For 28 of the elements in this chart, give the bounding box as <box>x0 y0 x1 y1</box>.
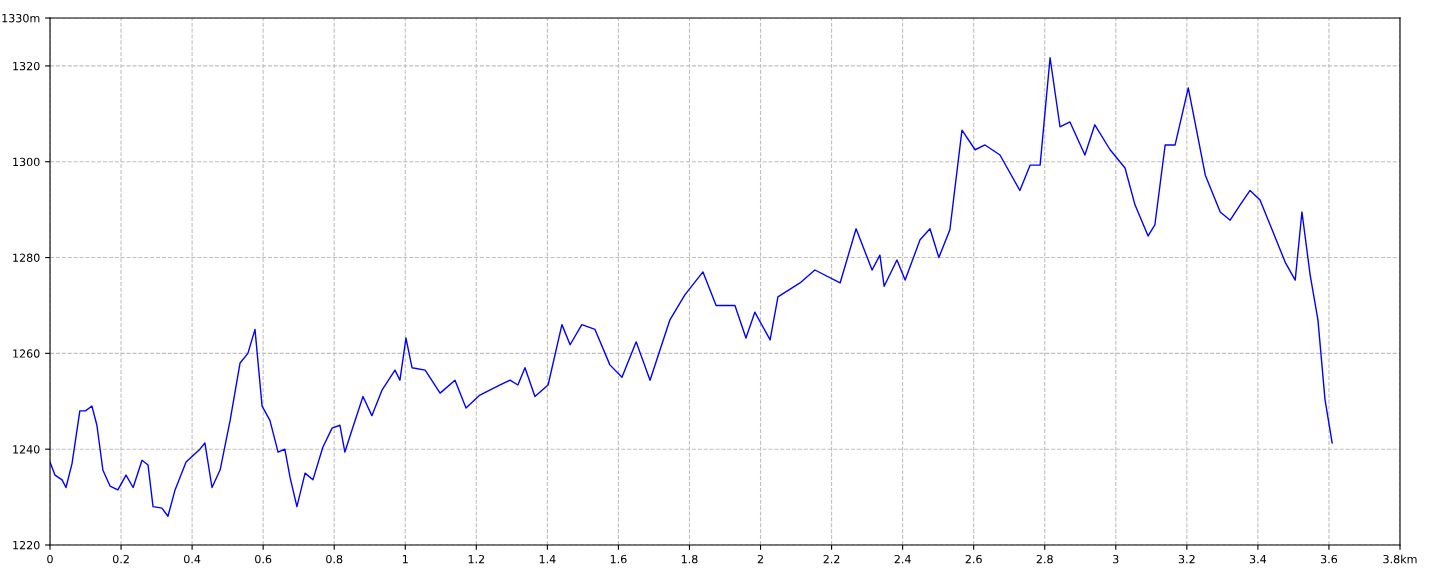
y-tick-label: 1320 <box>13 61 40 71</box>
line-series <box>50 57 1333 517</box>
x-tick-label: 3 <box>1113 554 1119 564</box>
x-tick-label: 1 <box>402 555 408 564</box>
x-tick-label: 0.6 <box>255 554 272 564</box>
x-tick-label: 1.6 <box>610 554 627 564</box>
x-tick-label: 0.2 <box>112 554 129 564</box>
x-tick-label: 2.8 <box>1036 554 1053 564</box>
x-tick-label: 2 <box>757 554 763 564</box>
x-tick-label: 1.4 <box>539 555 556 564</box>
x-tick-label: 1.2 <box>468 554 485 564</box>
y-tick-label: 1280 <box>13 253 40 262</box>
y-tick-label: 1240 <box>13 445 40 454</box>
y-tick-label: 1330m <box>2 13 40 23</box>
y-tick-label: 1300 <box>13 157 40 167</box>
x-tick-label: 1.8 <box>681 554 698 564</box>
x-tick-label: 2.2 <box>823 554 840 564</box>
x-tick-label: 3.2 <box>1178 554 1195 564</box>
x-tick-label: 3.4 <box>1249 554 1267 564</box>
x-tick-label: 2.4 <box>894 554 911 564</box>
x-tick-label: 2.6 <box>965 554 982 564</box>
y-tick-label: 1260 <box>13 349 40 358</box>
x-tick-label: 0.8 <box>326 554 343 564</box>
x-tick-label: 0 <box>47 554 53 564</box>
x-tick-label: 3.6 <box>1320 554 1338 564</box>
x-tick-label: 0.4 <box>184 554 201 564</box>
x-tick-label: 3.8km <box>1383 554 1417 564</box>
y-tick-label: 1220 <box>13 540 40 550</box>
